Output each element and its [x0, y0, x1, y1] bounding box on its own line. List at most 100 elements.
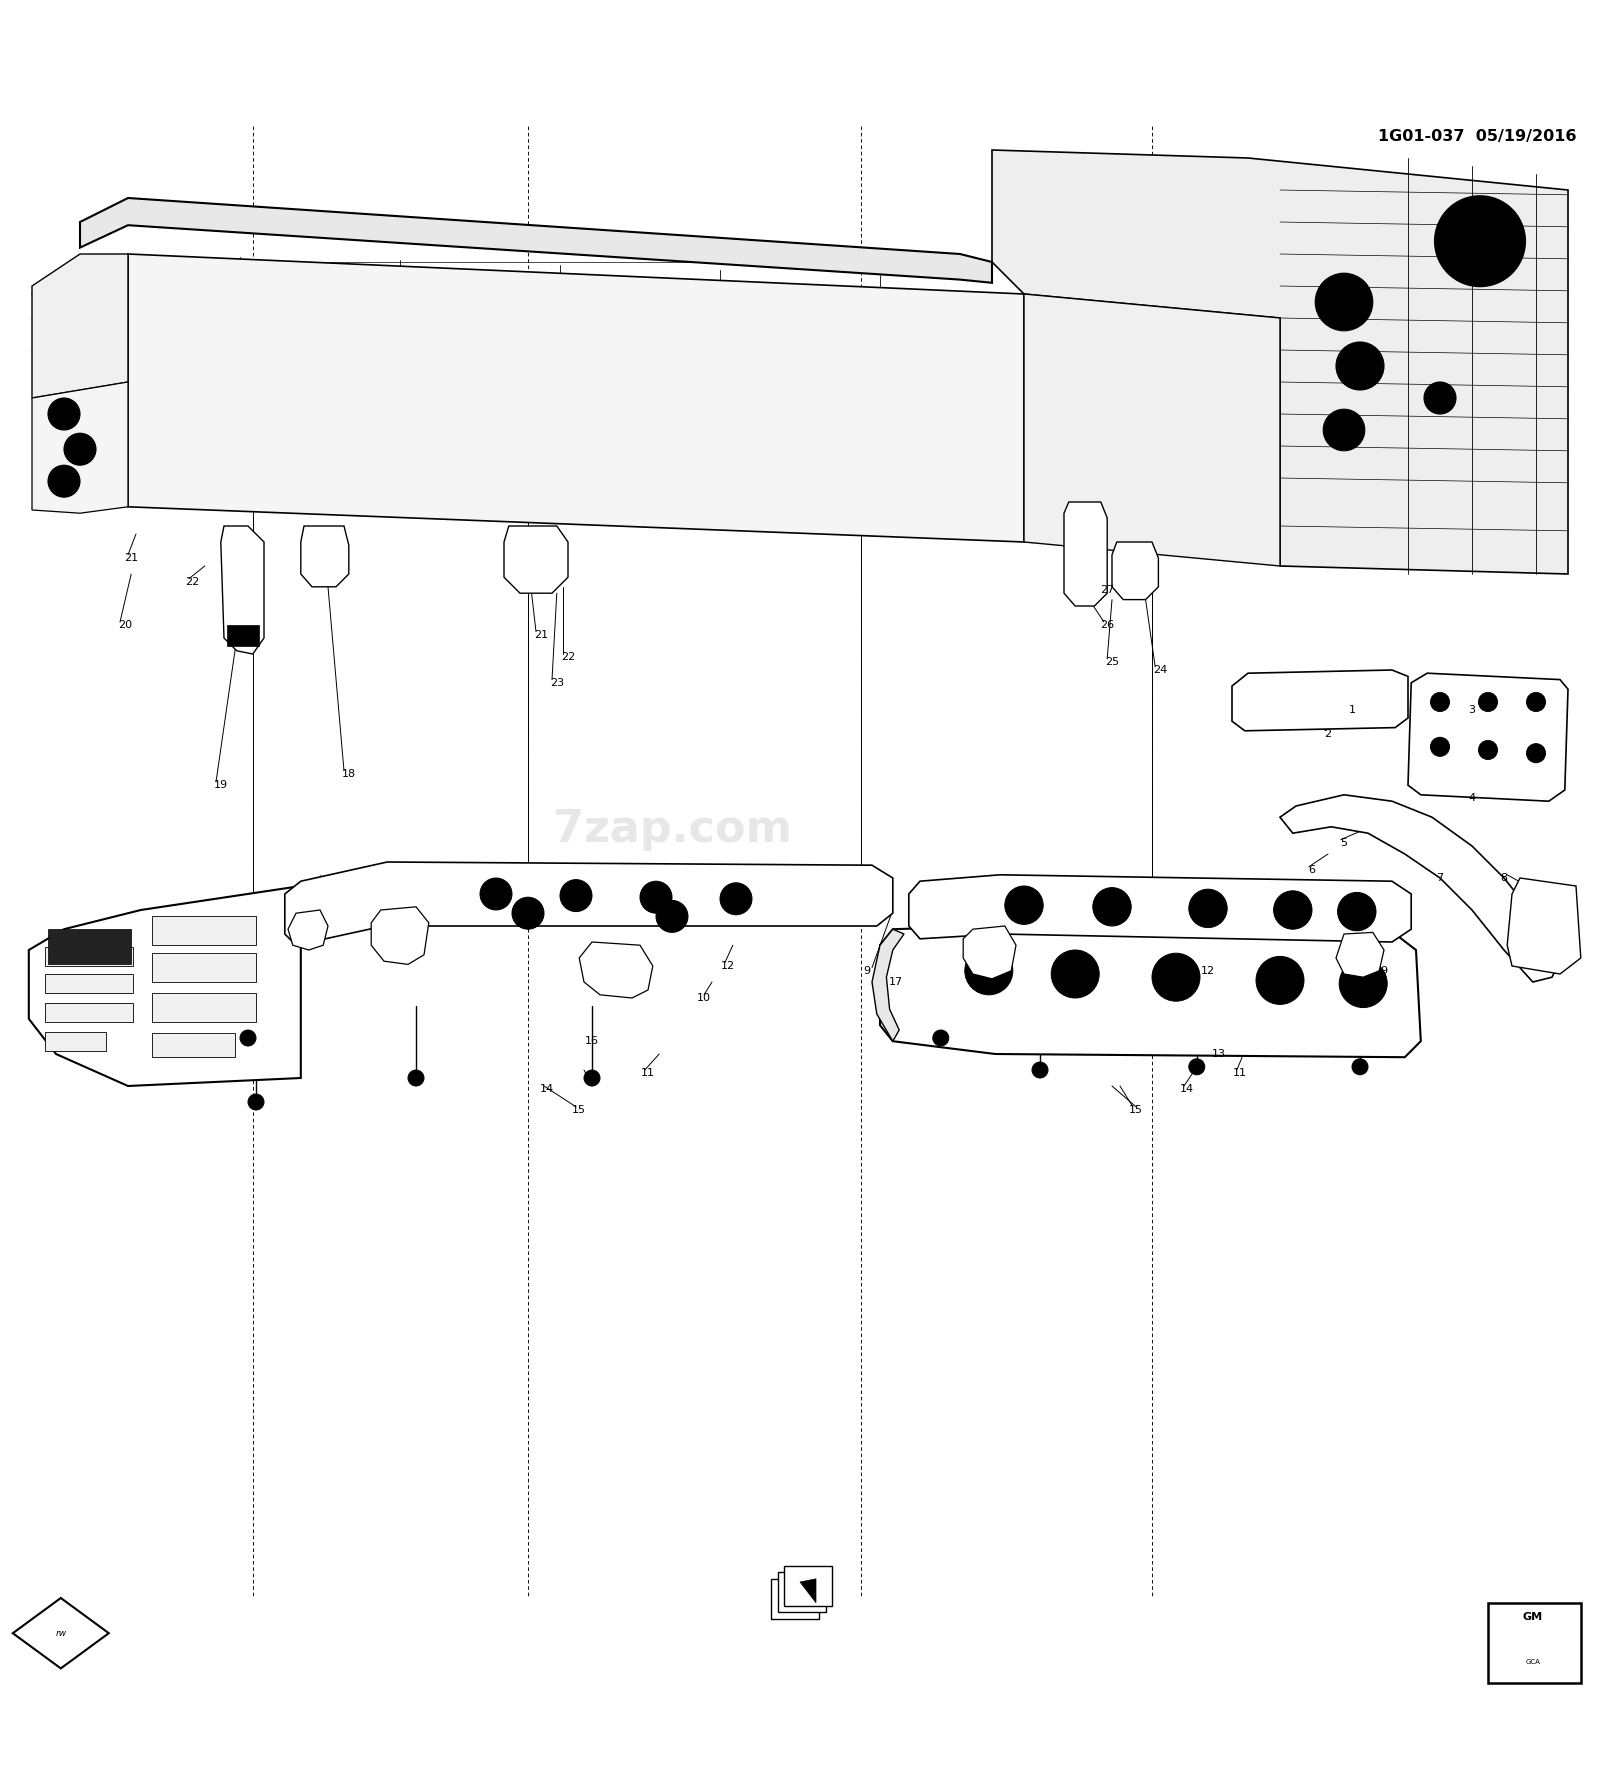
Text: 23: 23 — [550, 678, 563, 688]
Circle shape — [640, 881, 672, 914]
Polygon shape — [32, 383, 128, 513]
Text: 2: 2 — [1325, 730, 1331, 738]
Text: 22: 22 — [186, 578, 198, 586]
Circle shape — [560, 880, 592, 912]
Polygon shape — [48, 930, 131, 964]
Text: 26: 26 — [1101, 620, 1114, 629]
Text: 11: 11 — [1234, 1067, 1246, 1078]
Text: 24: 24 — [1154, 665, 1166, 676]
Polygon shape — [1507, 878, 1581, 974]
Circle shape — [1352, 1058, 1368, 1075]
Circle shape — [1454, 216, 1506, 266]
Circle shape — [1338, 892, 1376, 932]
Text: 15: 15 — [1130, 1105, 1142, 1116]
Text: 18: 18 — [342, 769, 355, 780]
Text: 20: 20 — [118, 620, 131, 629]
Bar — [45, 1003, 133, 1023]
Polygon shape — [13, 1598, 109, 1668]
Polygon shape — [29, 887, 301, 1085]
Polygon shape — [227, 626, 259, 645]
Text: 10: 10 — [1274, 992, 1286, 1003]
Text: 21: 21 — [534, 629, 547, 640]
Polygon shape — [128, 254, 1024, 542]
Polygon shape — [371, 907, 429, 964]
Polygon shape — [800, 1579, 816, 1602]
Circle shape — [1152, 953, 1200, 1001]
Text: 19: 19 — [214, 780, 227, 790]
Text: GCA: GCA — [1525, 1659, 1541, 1665]
Bar — [152, 917, 256, 946]
Circle shape — [1435, 197, 1525, 286]
Polygon shape — [579, 942, 653, 998]
Text: 12: 12 — [722, 960, 734, 971]
Text: 1G01-037  05/19/2016: 1G01-037 05/19/2016 — [1378, 129, 1576, 145]
Polygon shape — [1336, 932, 1384, 978]
Text: 7: 7 — [1437, 873, 1443, 883]
Text: 14: 14 — [541, 1084, 554, 1094]
Circle shape — [48, 399, 80, 429]
Bar — [152, 953, 256, 982]
Circle shape — [408, 1069, 424, 1085]
Text: 14: 14 — [1181, 1084, 1194, 1094]
Circle shape — [1478, 740, 1498, 760]
Polygon shape — [1280, 796, 1560, 982]
Text: rw: rw — [56, 1629, 66, 1638]
Polygon shape — [288, 910, 328, 949]
Circle shape — [1430, 692, 1450, 712]
Polygon shape — [909, 874, 1411, 942]
Bar — [778, 1572, 826, 1613]
Bar — [152, 1033, 235, 1057]
Polygon shape — [1408, 674, 1568, 801]
Circle shape — [965, 948, 1013, 994]
Circle shape — [1256, 957, 1304, 1005]
Text: GM: GM — [1523, 1613, 1542, 1622]
Bar — [45, 974, 133, 992]
Polygon shape — [80, 198, 992, 283]
Circle shape — [1051, 949, 1099, 998]
Text: 13: 13 — [1213, 1050, 1226, 1058]
Text: 16: 16 — [586, 1037, 598, 1046]
Polygon shape — [1232, 670, 1408, 731]
Text: 8: 8 — [1501, 873, 1507, 883]
Text: 21: 21 — [125, 552, 138, 563]
Circle shape — [1478, 692, 1498, 712]
Polygon shape — [1064, 502, 1107, 606]
Polygon shape — [963, 926, 1016, 978]
Circle shape — [1093, 887, 1131, 926]
Text: 12: 12 — [1202, 966, 1214, 976]
Circle shape — [1032, 1062, 1048, 1078]
Bar — [784, 1566, 832, 1606]
Circle shape — [720, 883, 752, 915]
Circle shape — [48, 465, 80, 497]
Circle shape — [1526, 744, 1546, 763]
Polygon shape — [285, 862, 893, 946]
Text: 10: 10 — [698, 992, 710, 1003]
Circle shape — [1005, 887, 1043, 924]
Text: 7zap.com: 7zap.com — [552, 808, 792, 851]
Text: 1: 1 — [1349, 704, 1355, 715]
Circle shape — [64, 433, 96, 465]
Circle shape — [1336, 342, 1384, 390]
Circle shape — [1315, 274, 1373, 331]
Text: 4: 4 — [1469, 794, 1475, 803]
Text: 9: 9 — [864, 966, 870, 976]
Text: 6: 6 — [1309, 865, 1315, 874]
Polygon shape — [301, 526, 349, 586]
Circle shape — [656, 901, 688, 932]
Circle shape — [1526, 692, 1546, 712]
Bar — [45, 948, 133, 966]
Text: 5: 5 — [1341, 839, 1347, 848]
Polygon shape — [221, 526, 264, 654]
Text: 25: 25 — [1106, 656, 1118, 667]
Circle shape — [1430, 737, 1450, 756]
Text: 3: 3 — [1469, 704, 1475, 715]
Polygon shape — [880, 926, 1421, 1057]
Circle shape — [1189, 1058, 1205, 1075]
Circle shape — [1424, 383, 1456, 415]
Text: 27: 27 — [1101, 585, 1114, 595]
Circle shape — [1189, 889, 1227, 928]
Polygon shape — [992, 150, 1568, 574]
Polygon shape — [1024, 293, 1280, 567]
Text: 9: 9 — [1381, 966, 1387, 976]
Circle shape — [584, 1069, 600, 1085]
